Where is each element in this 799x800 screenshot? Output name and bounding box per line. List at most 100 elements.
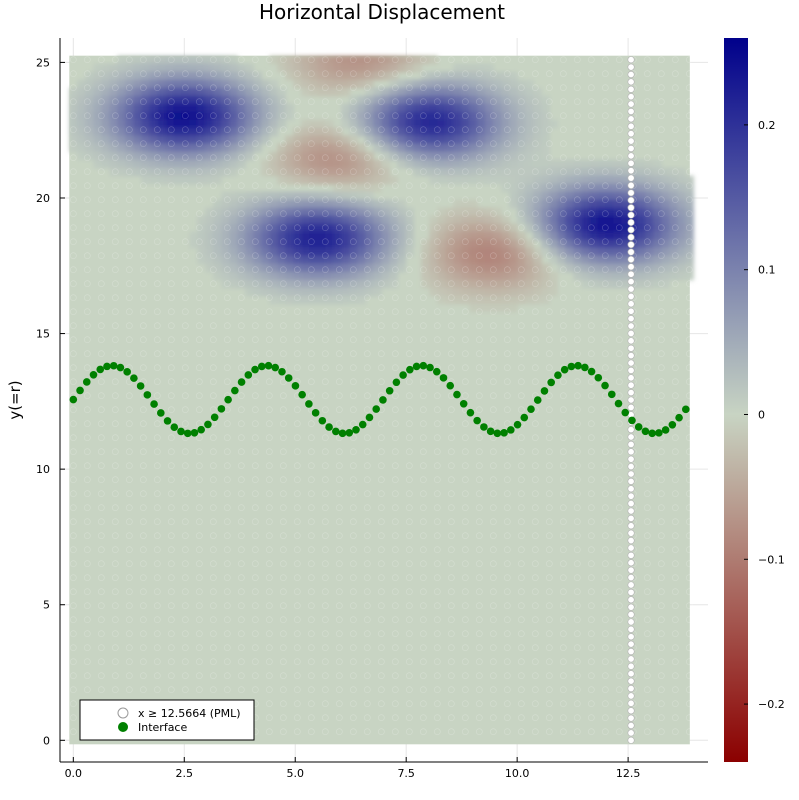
mesh-dot (560, 644, 567, 651)
mesh-dot (448, 210, 455, 217)
mesh-dot (112, 490, 119, 497)
mesh-dot (168, 224, 175, 231)
field-cell (453, 79, 462, 89)
field-cell (605, 191, 614, 201)
field-cell (317, 135, 326, 145)
field-cell (341, 215, 350, 225)
field-cell (541, 119, 550, 129)
field-cell (189, 159, 198, 169)
mesh-dot (406, 238, 413, 245)
mesh-dot (266, 518, 273, 525)
mesh-dot (364, 224, 371, 231)
mesh-dot (98, 154, 105, 161)
field-cell (373, 263, 382, 273)
field-cell (365, 279, 374, 289)
field-cell (525, 247, 534, 257)
mesh-dot (672, 70, 679, 77)
mesh-dot (392, 518, 399, 525)
mesh-dot (112, 476, 119, 483)
mesh-dot (308, 140, 315, 147)
field-cell (245, 255, 254, 265)
mesh-dot (560, 490, 567, 497)
mesh-dot (476, 504, 483, 511)
mesh-dot (504, 112, 511, 119)
field-cell (421, 119, 430, 129)
field-cell (333, 143, 342, 153)
mesh-dot (266, 672, 273, 679)
field-cell (205, 231, 214, 241)
mesh-dot (420, 546, 427, 553)
mesh-dot (406, 210, 413, 217)
mesh-dot (126, 280, 133, 287)
field-cell (381, 239, 390, 249)
mesh-dot (546, 700, 553, 707)
field-cell (645, 247, 654, 257)
mesh-dot (686, 56, 693, 63)
mesh-dot (644, 420, 651, 427)
mesh-dot (490, 700, 497, 707)
field-cell (357, 127, 366, 137)
pml-point (627, 70, 635, 78)
field-cell (549, 215, 558, 225)
mesh-dot (588, 266, 595, 273)
mesh-dot (210, 266, 217, 273)
field-cell (389, 151, 398, 161)
field-cell (541, 279, 550, 289)
field-cell (261, 239, 270, 249)
mesh-dot (476, 266, 483, 273)
mesh-dot (168, 462, 175, 469)
mesh-dot (672, 686, 679, 693)
mesh-dot (336, 196, 343, 203)
field-cell (677, 271, 686, 281)
field-cell (373, 71, 382, 81)
mesh-dot (98, 84, 105, 91)
mesh-dot (350, 238, 357, 245)
mesh-dot (602, 616, 609, 623)
pml-point (627, 537, 635, 545)
mesh-dot (588, 560, 595, 567)
mesh-dot (476, 112, 483, 119)
mesh-dot (322, 350, 329, 357)
field-cell (293, 223, 302, 233)
mesh-dot (168, 574, 175, 581)
mesh-dot (308, 644, 315, 651)
mesh-dot (182, 616, 189, 623)
field-cell (477, 111, 486, 121)
field-cell (493, 127, 502, 137)
mesh-dot (322, 602, 329, 609)
mesh-dot (532, 448, 539, 455)
field-cell (269, 215, 278, 225)
field-cell (621, 175, 630, 185)
mesh-dot (364, 616, 371, 623)
field-cell (189, 231, 198, 241)
mesh-dot (84, 84, 91, 91)
mesh-dot (322, 294, 329, 301)
mesh-dot (616, 728, 623, 735)
field-cell (429, 143, 438, 153)
mesh-dot (518, 336, 525, 343)
mesh-dot (434, 308, 441, 315)
mesh-dot (140, 238, 147, 245)
mesh-dot (602, 252, 609, 259)
field-cell (477, 159, 486, 169)
mesh-dot (350, 686, 357, 693)
mesh-dot (476, 574, 483, 581)
mesh-dot (350, 448, 357, 455)
field-cell (293, 263, 302, 273)
mesh-dot (672, 434, 679, 441)
mesh-dot (336, 322, 343, 329)
field-cell (413, 63, 422, 73)
mesh-dot (294, 308, 301, 315)
mesh-dot (84, 616, 91, 623)
mesh-dot (70, 224, 77, 231)
mesh-dot (518, 98, 525, 105)
field-cell (493, 207, 502, 217)
mesh-dot (420, 294, 427, 301)
colorbar-tick-label: 0.2 (758, 119, 776, 132)
mesh-dot (672, 378, 679, 385)
field-cell (541, 95, 550, 105)
field-cell (445, 103, 454, 113)
mesh-dot (532, 532, 539, 539)
mesh-dot (392, 182, 399, 189)
field-cell (357, 175, 366, 185)
